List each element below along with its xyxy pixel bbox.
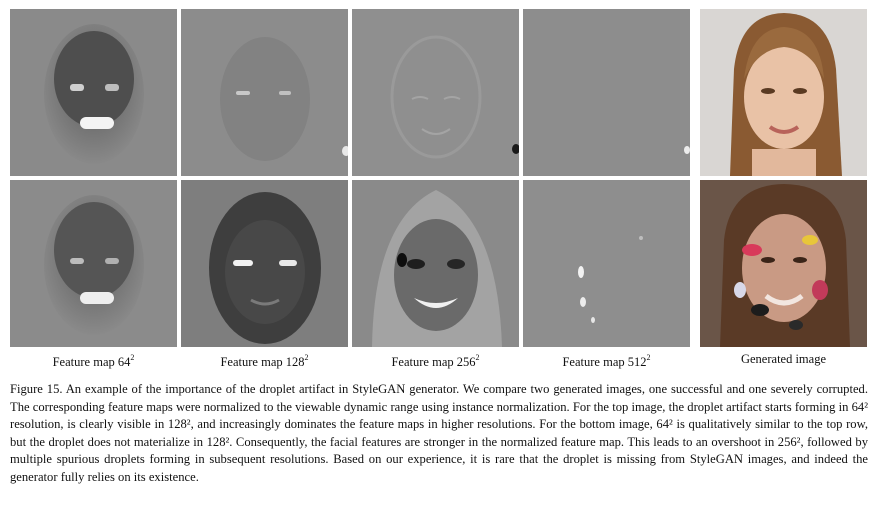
caption-text: Figure 15. An example of the importance … bbox=[10, 382, 868, 484]
label-feature-map-512: Feature map 5122 bbox=[562, 353, 651, 370]
generated-image-top bbox=[700, 9, 867, 176]
feature-map-512-bottom bbox=[523, 180, 690, 347]
feature-map-512-top bbox=[523, 9, 690, 176]
figure-caption: Figure 15. An example of the importance … bbox=[10, 381, 868, 487]
label-generated-image: Generated image bbox=[740, 352, 827, 366]
feature-map-256-top bbox=[352, 9, 519, 176]
label-feature-map-128: Feature map 1282 bbox=[220, 353, 309, 370]
label-feature-map-64: Feature map 642 bbox=[52, 353, 135, 370]
figure-grid bbox=[10, 9, 868, 349]
generated-image-bottom bbox=[700, 180, 867, 347]
feature-map-256-bottom bbox=[352, 180, 519, 347]
label-feature-map-256: Feature map 2562 bbox=[391, 353, 480, 370]
feature-map-64-bottom bbox=[10, 180, 177, 347]
feature-map-128-top bbox=[181, 9, 348, 176]
feature-map-64-top bbox=[10, 9, 177, 176]
feature-map-128-bottom bbox=[181, 180, 348, 347]
column-labels: Feature map 642 Feature map 1282 Feature… bbox=[10, 350, 868, 370]
